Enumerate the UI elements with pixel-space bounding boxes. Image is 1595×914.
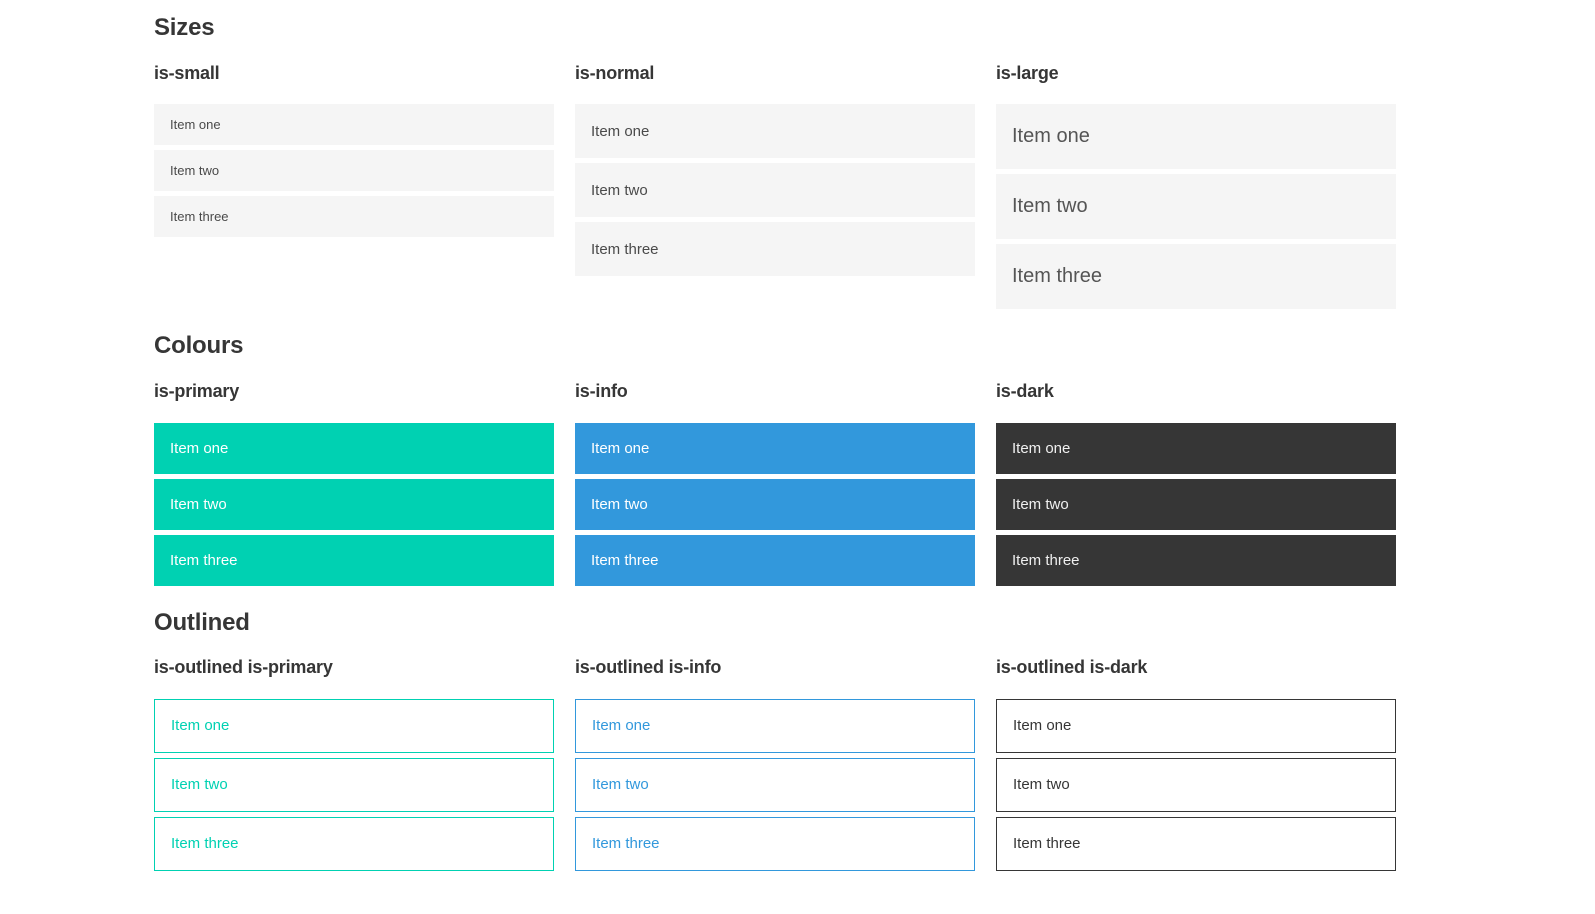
list-item: Item two [996,478,1396,530]
group-is-small: is-small Item one Item two Item three [154,62,554,238]
block-list: Item one Item two Item three [575,422,975,586]
section-colours: Colours is-primary Item one Item two Item th… [154,332,1396,586]
group-is-outlined-is-dark: is-outlined is-dark Item one Item two Item … [996,656,1396,871]
block-list: Item one Item two Item three [154,422,554,586]
list-item: Item two [154,757,554,812]
list-item: Item three [996,816,1396,871]
group-label: is-small [154,62,220,83]
list-item: Item three [154,534,554,586]
list-item: Item one [575,422,975,474]
list-item: Item two [996,757,1396,812]
group-label: is-large [996,62,1059,83]
section-row: is-small Item one Item two Item three is-nor… [154,62,1396,310]
block-list: Item one Item two Item three [575,104,975,277]
section-outlined: Outlined is-outlined is-primary Item one It… [154,609,1396,871]
group-is-outlined-is-info: is-outlined is-info Item one Item two Item … [575,656,975,871]
section-sizes: Sizes is-small Item one Item two Item three i… [154,14,1396,310]
list-item: Item two [575,478,975,530]
list-item: Item three [154,816,554,871]
list-item: Item one [996,698,1396,753]
group-label: is-normal [575,62,655,83]
group-label: is-outlined is-info [575,657,722,678]
list-item: Item two [154,478,554,530]
list-item: Item one [154,698,554,753]
list-item: Item one [575,698,975,753]
group-is-primary: is-primary Item one Item two Item three [154,380,554,586]
list-item: Item one [996,422,1396,474]
list-item: Item two [575,757,975,812]
list-item: Item three [575,534,975,586]
block-list: Item one Item two Item three [996,422,1396,586]
group-is-large: is-large Item one Item two Item three [996,62,1396,310]
section-row: is-outlined is-primary Item one Item two It… [154,656,1396,871]
group-is-outlined-is-primary: is-outlined is-primary Item one Item two It… [154,656,554,871]
list-item: Item one [996,104,1396,170]
section-row: is-primary Item one Item two Item three is-i… [154,380,1396,586]
section-title: Colours [154,332,244,360]
list-item: Item two [996,174,1396,240]
group-label: is-info [575,381,628,402]
list-item: Item two [575,163,975,218]
block-list: Item one Item two Item three [575,698,975,871]
group-is-normal: is-normal Item one Item two Item three [575,62,975,277]
list-item: Item one [154,422,554,474]
list-item: Item one [154,104,554,146]
list-item: Item three [996,244,1396,310]
list-item: Item three [575,222,975,277]
group-is-info: is-info Item one Item two Item three [575,380,975,586]
block-list: Item one Item two Item three [154,698,554,871]
block-list: Item one Item two Item three [996,104,1396,310]
list-item: Item one [575,104,975,159]
group-is-dark: is-dark Item one Item two Item three [996,380,1396,586]
section-title: Sizes [154,14,215,41]
list-item: Item two [154,150,554,192]
group-label: is-primary [154,381,240,402]
group-label: is-outlined is-primary [154,657,333,678]
list-item: Item three [575,816,975,871]
block-list: Item one Item two Item three [154,104,554,238]
section-title: Outlined [154,608,250,636]
group-label: is-outlined is-dark [996,657,1148,678]
list-item: Item three [154,196,554,238]
group-label: is-dark [996,381,1054,402]
list-item: Item three [996,534,1396,586]
block-list: Item one Item two Item three [996,698,1396,871]
